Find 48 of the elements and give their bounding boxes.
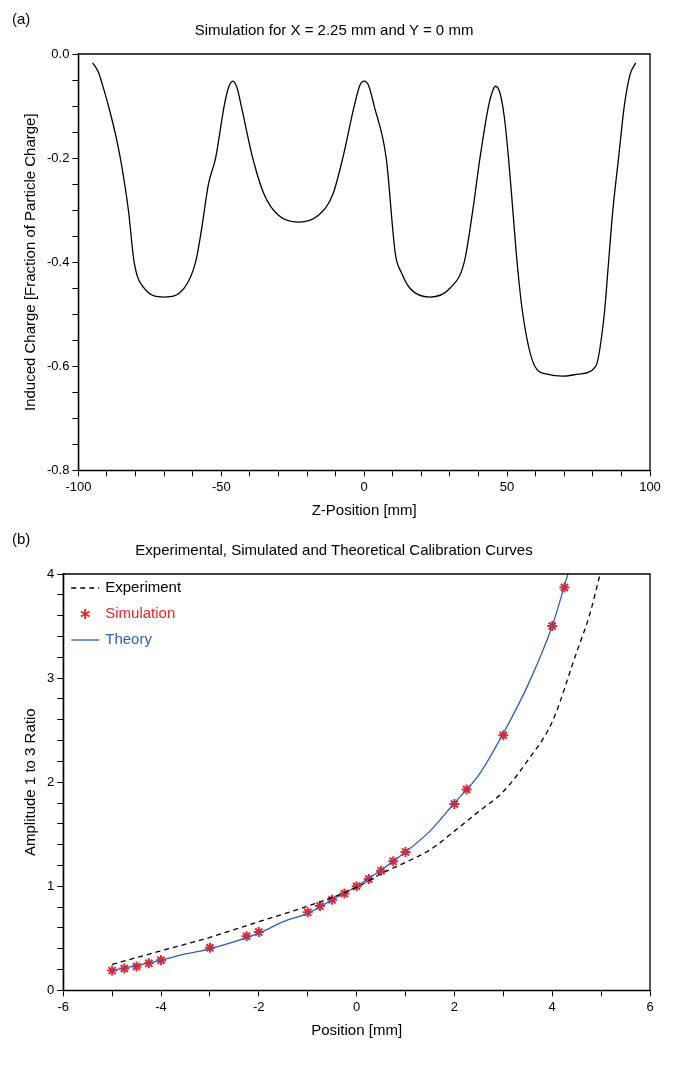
- point: [338, 887, 351, 900]
- y-tick-label: 0.0: [51, 45, 70, 61]
- point: [558, 581, 571, 594]
- point: [350, 880, 363, 893]
- point: [142, 957, 155, 970]
- x-tick-label: 6: [646, 998, 654, 1014]
- chart-title: Simulation for X = 2.25 mm and Y = 0 mm: [194, 21, 474, 39]
- x-tick-label: 100: [639, 478, 661, 494]
- point: [118, 962, 131, 975]
- point: [240, 930, 253, 943]
- point: [203, 941, 216, 954]
- x-tick-label: -2: [253, 998, 265, 1014]
- y-tick-label: 2: [47, 773, 55, 789]
- legend-label: Theory: [105, 630, 153, 648]
- x-tick-label: 4: [548, 998, 556, 1014]
- x-tick-label: 50: [499, 478, 515, 494]
- chart-title: Experimental, Simulated and Theoretical Calibration Curves: [135, 541, 533, 559]
- point: [106, 964, 119, 977]
- x-tick-label: 0: [353, 998, 361, 1014]
- point: [326, 893, 339, 906]
- y-tick-label: -0.4: [46, 253, 70, 269]
- y-axis-title: Induced Charge [Fraction of Particle Charge]: [21, 113, 39, 412]
- text: (a): [12, 9, 31, 27]
- text: (b): [12, 529, 31, 547]
- x-tick-label: 0: [360, 478, 368, 494]
- y-tick-label: 1: [47, 877, 55, 893]
- x-axis-title: Position [mm]: [311, 1021, 403, 1039]
- point: [130, 960, 143, 973]
- x-tick-label: -100: [65, 478, 92, 494]
- legend-label: Simulation: [105, 604, 176, 622]
- y-tick-label: -0.8: [46, 461, 70, 477]
- x-tick-label: 2: [450, 998, 459, 1014]
- y-tick-label: 4: [47, 565, 55, 581]
- point: [301, 906, 314, 919]
- y-tick-label: -0.6: [46, 357, 70, 373]
- point: [460, 783, 473, 796]
- x-tick-label: -4: [155, 998, 167, 1014]
- legend-label: Experiment: [105, 578, 182, 596]
- y-axis-title: Amplitude 1 to 3 Ratio: [21, 708, 39, 856]
- x-tick-label: -6: [57, 998, 70, 1014]
- x-axis-title: Z-Position [mm]: [311, 501, 417, 519]
- y-tick-label: -0.2: [46, 149, 70, 165]
- x-tick-label: -50: [211, 478, 231, 494]
- line-series: [92, 62, 637, 377]
- point: [387, 855, 400, 868]
- y-tick-label: 0: [47, 981, 55, 997]
- y-tick-label: 3: [47, 669, 55, 685]
- point: [497, 729, 510, 742]
